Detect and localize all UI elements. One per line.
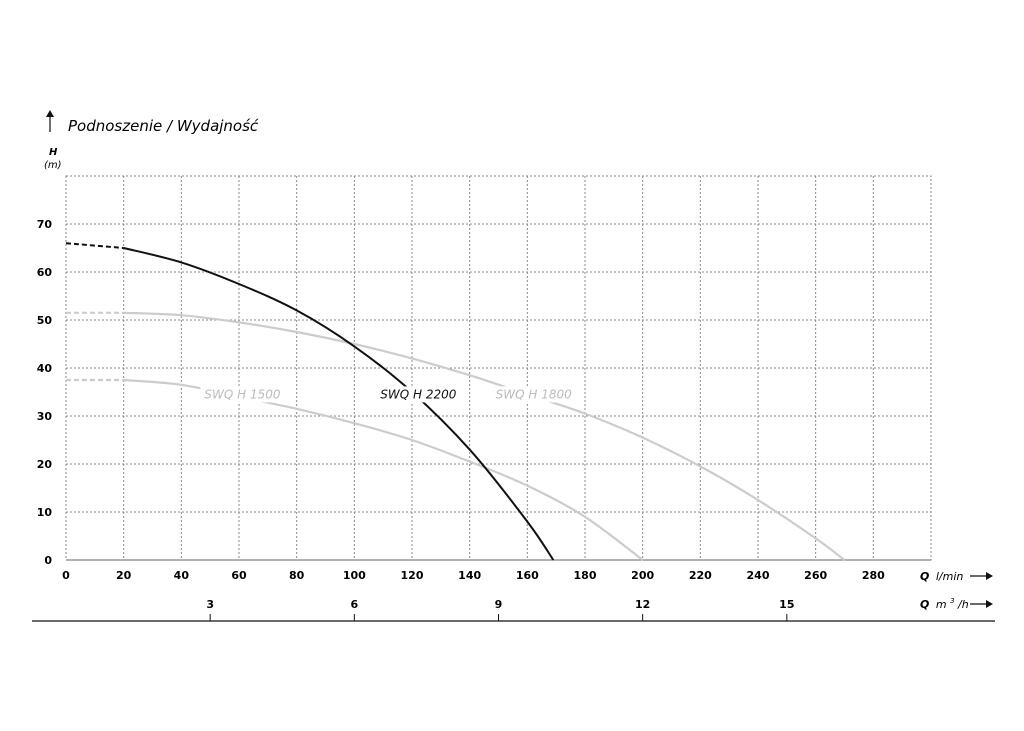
x2-tick-label: 9 [495,598,503,611]
y-tick-label: 0 [44,554,52,567]
x2-tick-label: 6 [351,598,359,611]
x-tick-label: 140 [458,569,481,582]
y-tick-label: 10 [37,506,53,519]
y-tick-label: 50 [37,314,53,327]
x-axis-unit: l/min [936,570,964,583]
series-swq-h-1800 [123,311,846,561]
x-tick-label: 100 [343,569,366,582]
y-ticks: 0 10 20 30 40 50 60 70 [37,218,53,567]
x-tick-label: 180 [574,569,597,582]
x-tick-label: 260 [804,569,827,582]
x2-axis-label: Q m 3 /h [920,593,969,611]
series-label-bg-swq-h-2200 [376,386,461,403]
x-axis-label: Q l/min [920,570,963,583]
x-tick-label: 200 [631,569,654,582]
y-tick-label: 60 [37,266,53,279]
x2-tick-label: 12 [635,598,650,611]
y-tick-label: 30 [37,410,53,423]
series-label-bg-swq-h-1500 [200,386,285,403]
x-ticks: 0 20 40 60 80 100 120 140 160 180 200 220 240 260 280 [62,569,885,582]
y-tick-label: 70 [37,218,53,231]
x-arrow-icon [970,572,993,580]
x-tick-label: 80 [289,569,305,582]
x-tick-label: 120 [401,569,424,582]
series-swq-h-2200 [123,247,555,561]
x2-tick-label: 3 [206,598,214,611]
series-label-swq-h-1500: SWQ H 1500 [204,387,280,401]
y-axis-label: H [49,147,58,158]
grid [65,175,932,561]
y-arrow-icon [46,110,54,132]
y-axis-unit: (m) [44,160,62,171]
x-tick-label: 240 [747,569,770,582]
x-tick-label: 0 [62,569,70,582]
series-swq-h-2200-dashed [65,242,124,249]
x2-axis-unit-tail: /h [957,598,969,611]
x2-axis-unit-exp: 3 [950,597,954,605]
x-tick-label: 40 [174,569,190,582]
chart-title: Podnoszenie / Wydajność [68,117,259,135]
x2-axis-unit-base: m [936,598,947,611]
series-label-bg-swq-h-1800 [491,386,577,403]
x-tick-label: 220 [689,569,712,582]
x-axis-q: Q [920,570,929,583]
series-group: SWQ H 1800 SWQ H 1500 SWQ H 2200 [65,242,846,561]
series-label-swq-h-2200: SWQ H 2200 [380,387,456,401]
x-tick-label: 20 [116,569,132,582]
x2-arrow-icon [970,600,993,608]
series-label-swq-h-1800: SWQ H 1800 [496,387,572,401]
x-tick-label: 60 [231,569,247,582]
x2-tick-label: 15 [779,598,794,611]
x-tick-label: 160 [516,569,539,582]
x2-axis-q: Q [920,598,929,611]
y-tick-label: 40 [37,362,53,375]
y-tick-label: 20 [37,458,53,471]
x2-ticks: 3 6 9 12 15 [206,598,794,621]
x-tick-label: 280 [862,569,885,582]
